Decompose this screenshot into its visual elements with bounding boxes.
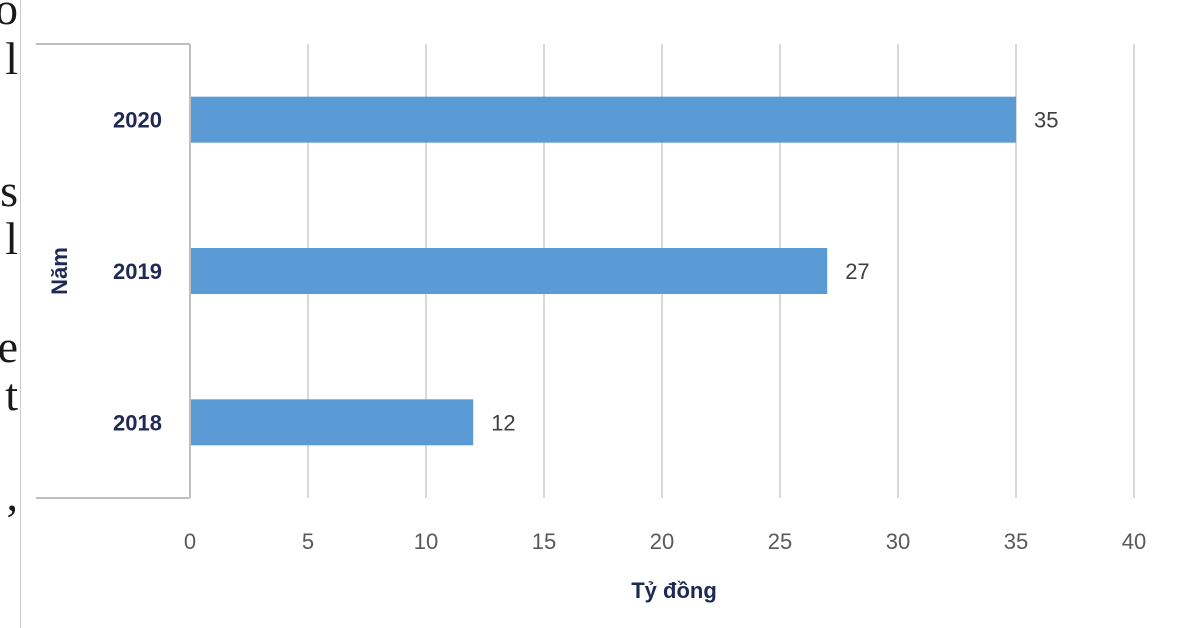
bar-2019 <box>191 248 828 294</box>
bar-2018 <box>191 399 474 446</box>
x-tick-label: 25 <box>768 529 792 554</box>
edge-glyph: l <box>5 33 18 84</box>
bar-2020 <box>191 96 1016 143</box>
x-tick-label: 5 <box>302 529 314 554</box>
data-labels: 12 27 35 <box>491 108 1058 436</box>
data-label: 27 <box>845 259 869 284</box>
x-tick-label: 30 <box>886 529 910 554</box>
category-label: 2019 <box>113 259 162 284</box>
x-tick-label: 20 <box>650 529 674 554</box>
category-label: 2018 <box>113 410 162 435</box>
y-category-labels: 2018 2019 2020 <box>113 108 162 436</box>
edge-glyph: , <box>6 469 19 520</box>
edge-glyph: o <box>0 0 18 34</box>
edge-glyph: l <box>5 213 18 264</box>
x-tick-label: 10 <box>414 529 438 554</box>
bars <box>191 96 1016 446</box>
category-label: 2020 <box>113 108 162 133</box>
x-tick-labels: 0 5 10 15 20 25 30 35 40 <box>184 529 1146 554</box>
edge-glyph: s <box>0 165 18 216</box>
x-tick-label: 35 <box>1004 529 1028 554</box>
x-tick-label: 40 <box>1122 529 1146 554</box>
edge-glyph: t <box>5 369 18 420</box>
edge-glyph: e <box>0 321 18 372</box>
x-tick-label: 15 <box>532 529 556 554</box>
x-tick-label: 0 <box>184 529 196 554</box>
data-label: 12 <box>491 410 515 435</box>
y-axis-title: Năm <box>47 247 72 295</box>
x-axis-title: Tỷ đồng <box>631 578 717 603</box>
divider-line <box>20 0 21 628</box>
data-label: 35 <box>1034 108 1058 133</box>
